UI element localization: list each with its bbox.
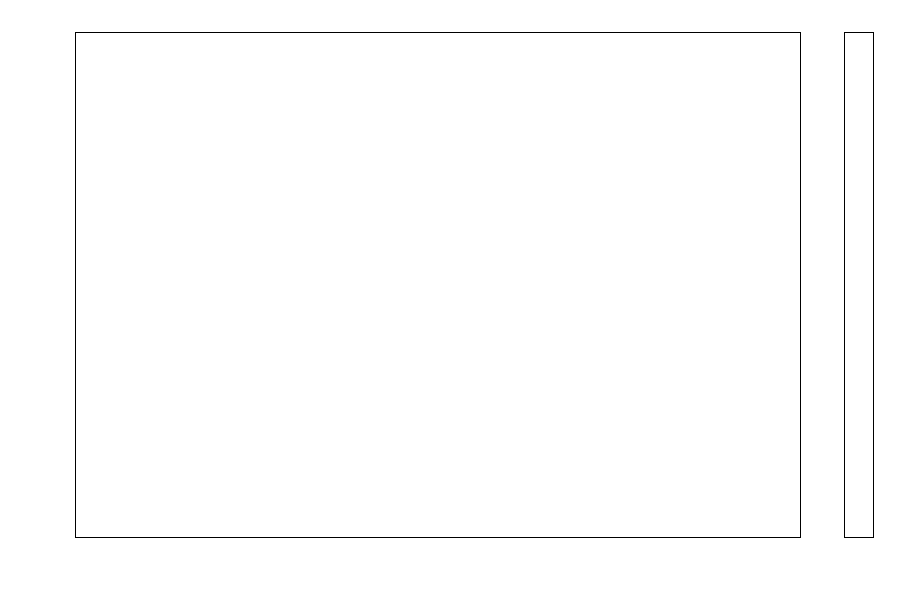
- plot-area: [75, 32, 801, 538]
- heatmap-canvas: [76, 33, 800, 537]
- colorbar: [844, 32, 874, 538]
- colorbar-canvas: [845, 33, 873, 537]
